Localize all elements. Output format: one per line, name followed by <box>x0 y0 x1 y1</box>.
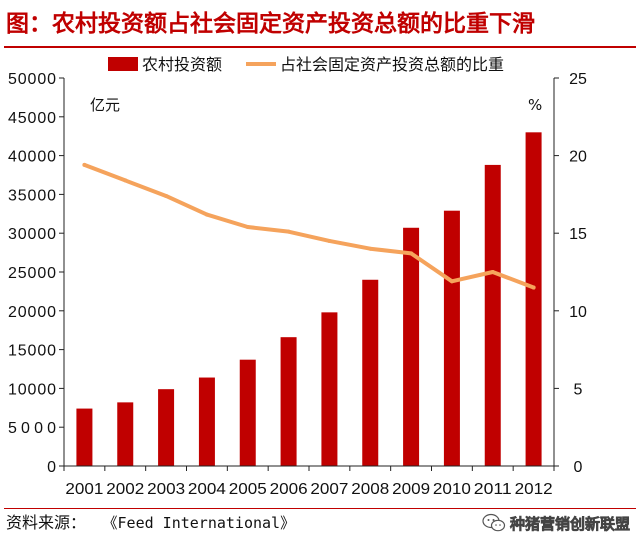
right-axis-unit: % <box>528 96 542 114</box>
left-tick-label: 0 <box>47 459 56 476</box>
right-tick-label: 5 <box>574 381 583 398</box>
left-tick-label: 25000 <box>8 265 56 282</box>
legend-bar-swatch <box>108 57 138 71</box>
left-tick-label: 5000 <box>8 420 56 437</box>
bar-2003 <box>158 389 175 466</box>
share-point-2006 <box>286 229 291 234</box>
right-tick-label: 20 <box>569 149 587 166</box>
wechat-icon <box>482 513 506 532</box>
bar-2004 <box>198 377 215 466</box>
share-point-2010 <box>449 279 454 284</box>
x-axis-ticks: 2001 2002 2003 2004 2005 2006 2007 2008 2009 2010… <box>63 466 555 498</box>
share-point-2009 <box>409 251 414 256</box>
watermark-text: 种猪营销创新联盟 <box>509 514 631 533</box>
x-tick-label: 2002 <box>106 481 144 498</box>
left-axis-unit: 亿元 <box>90 96 120 114</box>
left-tick-label: 15000 <box>8 343 56 360</box>
left-tick-label: 30000 <box>8 226 56 243</box>
line-series <box>82 162 536 290</box>
bar-2001 <box>76 408 93 466</box>
x-tick-label: 2001 <box>65 481 103 498</box>
x-tick-label: 2010 <box>433 481 471 498</box>
bar-2011 <box>484 164 501 467</box>
bar-2007 <box>321 312 338 466</box>
x-tick-label: 2009 <box>392 481 430 498</box>
share-point-2003 <box>164 193 169 198</box>
x-tick-label: 2007 <box>310 481 348 498</box>
legend: 农村投资额 占社会固定资产投资总额的比重 <box>108 55 504 74</box>
left-tick-label: 20000 <box>8 304 56 321</box>
left-tick-label: 45000 <box>8 110 56 127</box>
left-tick-label: 40000 <box>8 149 56 166</box>
share-point-2011 <box>490 270 495 274</box>
bar-2006 <box>280 337 297 466</box>
legend-line-label: 占社会固定资产投资总额的比重 <box>280 55 504 74</box>
title-divider <box>4 46 636 48</box>
x-tick-label: 2003 <box>147 481 185 498</box>
x-tick-label: 2005 <box>229 481 267 498</box>
watermark: 种猪营销创新联盟 <box>482 512 630 534</box>
x-tick-label: 2004 <box>188 481 226 498</box>
left-tick-label: 35000 <box>8 187 56 204</box>
left-tick-label: 50000 <box>8 71 56 88</box>
bar-2012 <box>525 132 542 466</box>
combo-chart: 农村投资额 占社会固定资产投资总额的比重 0 5000 10000 15000 20000… <box>8 55 587 498</box>
right-tick-label: 0 <box>574 459 583 476</box>
left-tick-label: 10000 <box>8 381 56 398</box>
share-point-2007 <box>327 238 332 243</box>
chart-title: 图：农村投资额占社会固定资产投资总额的比重下滑 <box>6 10 535 37</box>
source-label: 资料来源： <box>6 513 87 532</box>
share-point-2008 <box>368 246 373 251</box>
share-point-2001 <box>82 162 87 167</box>
bar-2002 <box>117 402 134 466</box>
right-axis-ticks: 0 5 10 15 20 25 <box>554 71 587 476</box>
share-point-2012 <box>531 285 536 290</box>
axis-units: 亿元% <box>90 96 542 114</box>
source-note: 资料来源： 《Feed International》 <box>6 512 295 534</box>
source-reference: 《Feed International》 <box>110 514 296 532</box>
legend-bar-label: 农村投资额 <box>142 55 222 74</box>
right-tick-label: 10 <box>569 304 587 321</box>
right-tick-label: 25 <box>569 71 587 88</box>
footer-divider <box>4 508 636 509</box>
left-axis-ticks: 0 5000 10000 15000 20000 25000 30000 35000 40000… <box>8 71 64 476</box>
x-tick-label: 2006 <box>270 481 308 498</box>
share-point-2005 <box>245 224 250 229</box>
share-line <box>82 162 536 290</box>
share-point-2002 <box>123 178 128 183</box>
bar-2008 <box>362 279 379 466</box>
bar-2005 <box>239 359 256 466</box>
axes <box>63 78 555 467</box>
share-point-2004 <box>204 212 209 217</box>
x-tick-label: 2008 <box>351 481 389 498</box>
bar-2010 <box>443 210 460 466</box>
right-tick-label: 15 <box>569 226 587 243</box>
bar-2009 <box>403 227 420 466</box>
x-tick-label: 2012 <box>515 481 553 498</box>
bar-series <box>76 132 542 467</box>
x-tick-label: 2011 <box>474 481 512 498</box>
